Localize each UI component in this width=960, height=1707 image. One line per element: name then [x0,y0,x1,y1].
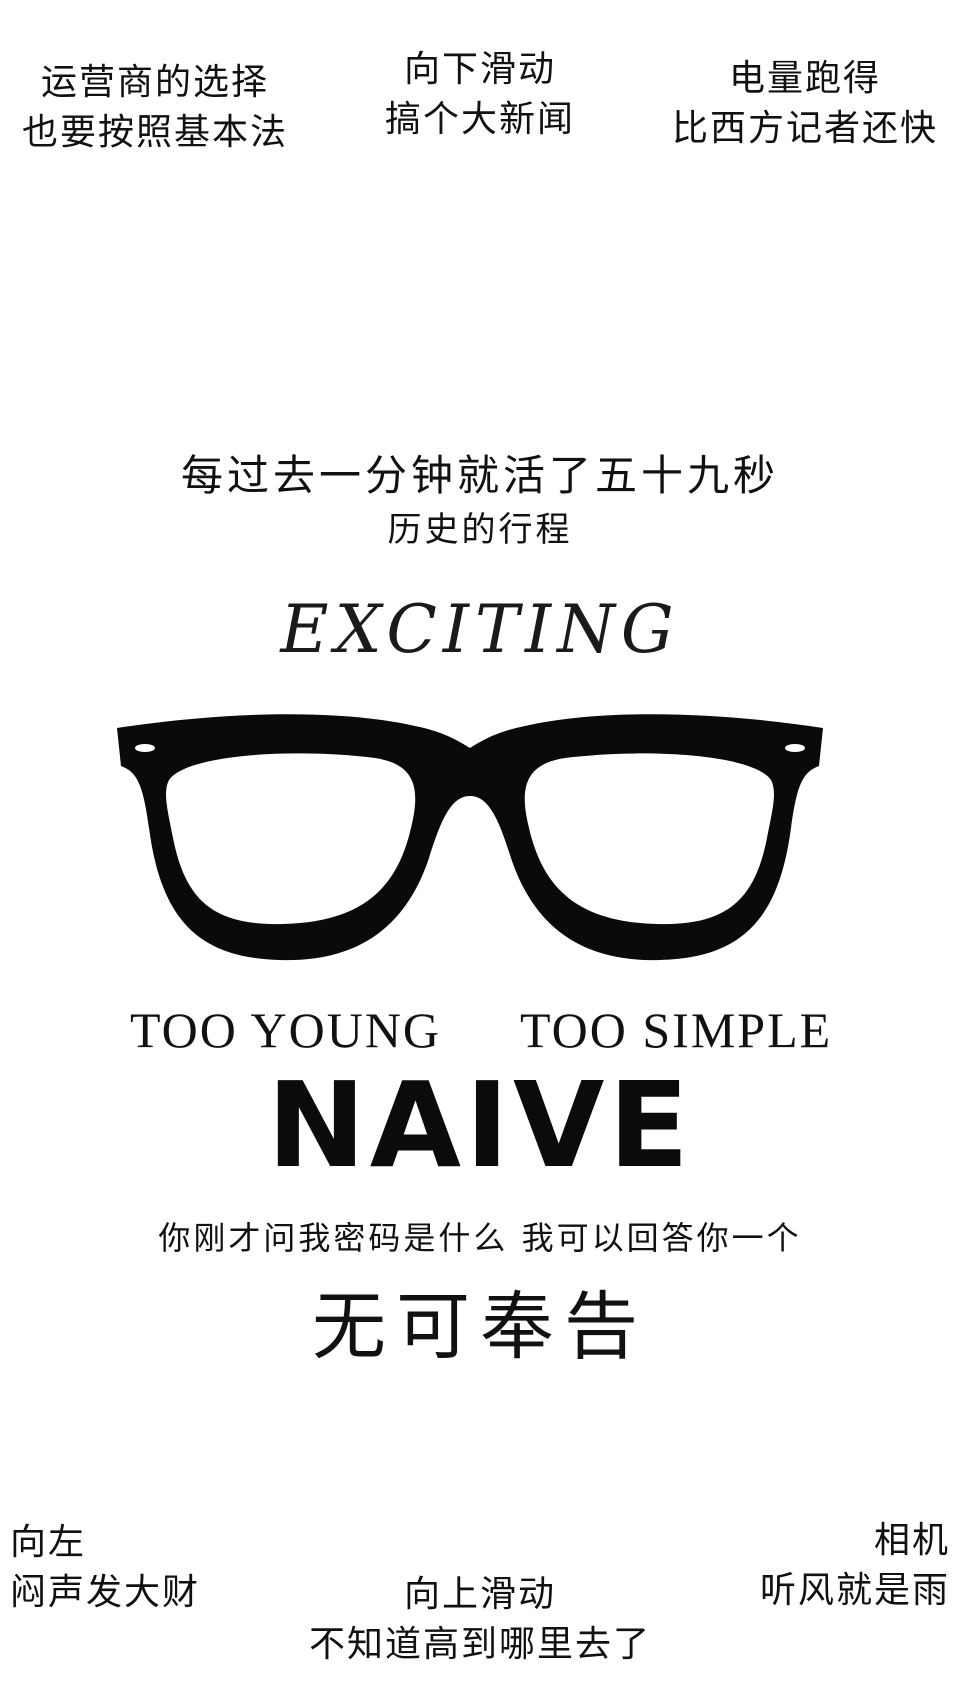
swipe-left-hint-line2: 闷声发大财 [10,1572,201,1613]
carrier-hint-line1: 运营商的选择 [40,62,269,103]
carrier-hint: 运营商的选择 也要按照基本法 [0,58,310,158]
camera-hint-line1: 相机 [873,1520,950,1561]
camera-hint-line2: 听风就是雨 [759,1570,950,1611]
battery-hint-line2: 比西方记者还快 [671,108,938,149]
minute-caption: 每过去一分钟就活了五十九秒 [180,451,779,500]
swipe-up-hint-line1: 向上滑动 [403,1574,556,1615]
camera-hint[interactable]: 相机 听风就是雨 [660,1516,950,1616]
no-comment-title: 无可奉告 [312,1284,648,1370]
swipe-down-hint[interactable]: 向下滑动 搞个大新闻 [340,45,620,145]
carrier-hint-line2: 也要按照基本法 [21,112,288,153]
naive-title: NAIVE [267,1056,693,1194]
glasses-icon [117,714,823,961]
swipe-down-hint-line2: 搞个大新闻 [384,99,575,140]
too-young-text: TOO YOUNG [130,1002,442,1058]
history-caption: 历史的行程 [387,510,573,550]
password-caption: 你刚才问我密码是什么 我可以回答你一个 [158,1219,802,1257]
swipe-up-hint[interactable]: 向上滑动 不知道高到哪里去了 [250,1570,710,1670]
swipe-up-hint-line2: 不知道高到哪里去了 [308,1624,651,1665]
too-simple-text: TOO SIMPLE [520,1002,833,1058]
swipe-left-hint[interactable]: 向左 闷声发大财 [10,1518,310,1618]
battery-hint: 电量跑得 比西方记者还快 [650,54,960,154]
swipe-left-hint-line1: 向左 [10,1522,87,1563]
swipe-down-hint-line1: 向下滑动 [403,49,556,90]
exciting-title: EXCITING [280,591,680,668]
battery-hint-line1: 电量跑得 [728,58,881,99]
